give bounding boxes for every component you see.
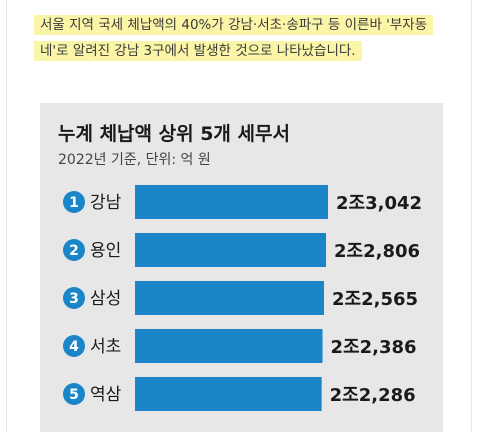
rank-number: 5 — [69, 387, 79, 403]
caption-highlighted-text: 서울 지역 국세 체납액의 40%가 강남·서초·송파구 등 이른바 '부자동네… — [34, 15, 434, 61]
bar-chart: 1 강남 2조3,042 2 용인 2조2,806 3 삼성 2조2,565 4 서초 2조2,386… — [63, 185, 422, 411]
category-label: 용인 — [90, 241, 121, 261]
rank-number: 2 — [69, 243, 79, 259]
rank-badge — [63, 335, 85, 357]
rank-badge — [63, 383, 85, 405]
rank-number: 3 — [69, 291, 79, 307]
category-label: 강남 — [90, 193, 122, 213]
bar — [135, 329, 323, 363]
frame-left-border — [6, 0, 7, 432]
chart-title: 누계 체납액 상위 5개 세무서 — [58, 123, 290, 145]
category-label: 삼성 — [90, 289, 121, 309]
value-label: 2조2,386 — [331, 337, 417, 358]
value-label: 2조2,806 — [334, 241, 420, 262]
frame-right-border — [471, 0, 472, 432]
bar — [135, 185, 328, 219]
category-label: 역삼 — [90, 385, 122, 405]
rank-badge — [63, 239, 85, 261]
value-label: 2조2,286 — [330, 385, 416, 406]
rank-badge — [63, 287, 85, 309]
rank-badge — [63, 191, 85, 213]
rank-number: 4 — [69, 339, 79, 355]
rank-number: 1 — [69, 195, 79, 211]
value-label: 2조2,565 — [332, 289, 418, 310]
value-label: 2조3,042 — [336, 193, 422, 214]
article-caption: 서울 지역 국세 체납액의 40%가 강남·서초·송파구 등 이른바 '부자동네… — [34, 12, 444, 64]
bar — [135, 281, 325, 315]
chart-card: 누계 체납액 상위 5개 세무서 2022년 기준, 단위: 억 원 1 강남 2조… — [40, 103, 443, 432]
bar — [135, 233, 327, 267]
category-label: 서초 — [90, 337, 121, 357]
bar — [135, 377, 322, 411]
chart-subtitle: 2022년 기준, 단위: 억 원 — [58, 152, 211, 168]
